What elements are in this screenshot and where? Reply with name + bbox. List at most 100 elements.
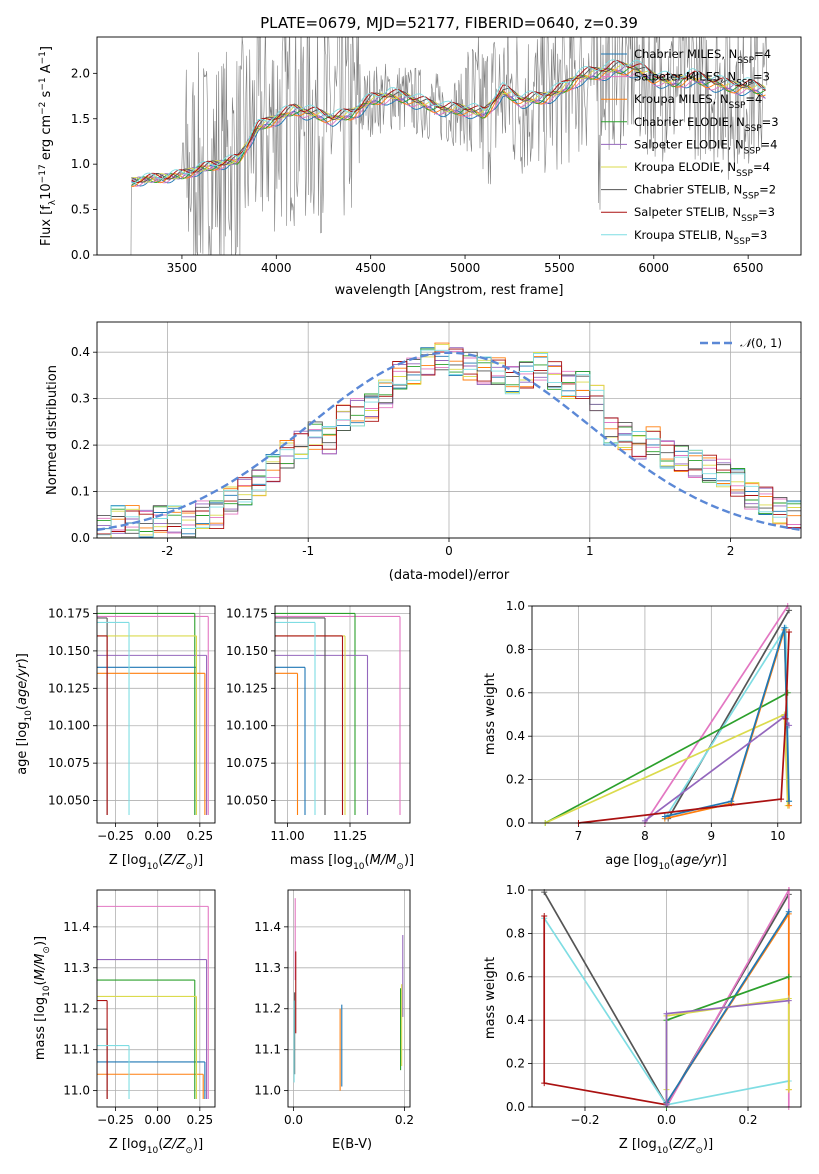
y-tick-label: 10.100 [226, 719, 268, 733]
y-axis-label: age [log10(age/yr)] [15, 653, 34, 775]
x-tick-label: 11.00 [270, 829, 304, 843]
y-tick-label: 11.0 [63, 1084, 90, 1098]
x-tick-label: 6500 [733, 261, 764, 275]
y-tick-label: 11.4 [63, 920, 90, 934]
model-line-salpeter_stelib [131, 59, 766, 183]
weight-line-salpeter_miles [644, 605, 789, 824]
x-axis-label: mass [log10(M/M⊙)] [290, 853, 414, 872]
plot-area [542, 603, 793, 826]
weight-point-chabrier_miles [728, 798, 735, 805]
y-tick-label: 10.175 [48, 606, 90, 620]
x-axis-label: (data-model)/error [389, 568, 510, 583]
x-tick-label: 0.00 [144, 1113, 171, 1127]
weight-line-salpeter_elodie [665, 999, 789, 1105]
y-tick-label: 11.2 [63, 1002, 90, 1016]
axes-frame [96, 321, 802, 539]
y-tick-label: 11.1 [63, 1043, 90, 1057]
legend: Chabrier MILES, NSSP=4 Salpeter MILES, NS… [601, 47, 779, 247]
y-tick-label: 0.1 [71, 485, 90, 499]
axes-frame [96, 36, 802, 256]
x-axis-label: Z [log10(Z/Z⊙)] [619, 1137, 713, 1156]
weight-line-chabrier_elodie [665, 975, 790, 1107]
weight-point-chabrier_miles [785, 908, 792, 915]
x-tick-label: 1 [586, 544, 594, 558]
legend-label: Chabrier MILES, NSSP=4 [634, 47, 771, 66]
legend-label: Kroupa ELODIE, NSSP=4 [634, 160, 770, 179]
y-tick-label: 0.0 [506, 1100, 525, 1114]
x-tick-label: 6000 [639, 261, 670, 275]
plot-area [275, 612, 401, 815]
weight-point-chabrier_miles [661, 813, 668, 820]
weight-point-salpeter_elodie [663, 1010, 670, 1017]
legend-label-normal: 𝒩(0, 1) [740, 336, 782, 350]
age-vs-Z-axes: −0.25 0.00 0.25 10.050 10.075 10.100 10.125 10.… [48, 605, 216, 843]
x-tick-label: 0.25 [186, 829, 213, 843]
y-axis-label: Flux [fλ10−17 erg cm−2 s−1 A−1] [38, 46, 58, 246]
figure-title: PLATE=0679, MJD=52177, FIBERID=0640, z=0… [260, 14, 638, 32]
y-tick-label: 10.075 [226, 756, 268, 770]
legend-label: Kroupa STELIB, NSSP=3 [634, 228, 767, 247]
plot-area [293, 898, 404, 1091]
weight-point-kroupa_elodie [785, 1086, 792, 1093]
model-line-kroupa_stelib [131, 59, 766, 184]
weight-point-chabrier_stelib [786, 607, 793, 614]
model-line-kroupa_elodie [131, 62, 766, 183]
y-tick-label: 0.6 [506, 970, 525, 984]
axes-frame [274, 605, 411, 824]
y-tick-label: 10.125 [226, 681, 268, 695]
age-vs-mass-axes: 11.00 11.25 10.050 10.075 10.100 10.125 10.150… [226, 605, 411, 843]
y-tick-label: 11.3 [63, 961, 90, 975]
x-tick-label: 2 [727, 544, 735, 558]
y-tick-label: 0.0 [71, 248, 90, 262]
x-tick-label: 0.0 [657, 1113, 676, 1127]
y-tick-label: 10.050 [48, 794, 90, 808]
weight-point-salpeter_elodie [786, 722, 793, 729]
legend-label: Salpeter MILES, NSSP=3 [634, 70, 770, 89]
x-tick-label: 4500 [355, 261, 386, 275]
y-tick-label: 11.0 [254, 1084, 281, 1098]
mass-vs-Z-axes: −0.25 0.00 0.25 11.0 11.1 11.2 11.3 11.4 [63, 889, 216, 1127]
y-axis-label: mass weight [483, 673, 498, 755]
x-tick-label: −0.25 [97, 1113, 134, 1127]
y-tick-label: 0.4 [506, 729, 525, 743]
weight-line-chabrier_stelib [667, 609, 790, 820]
axes-frame [287, 889, 411, 1108]
x-tick-label: 4000 [261, 261, 292, 275]
plot-area [541, 886, 792, 1110]
y-axis-label: mass weight [483, 957, 498, 1039]
axes-frame [96, 605, 216, 824]
x-tick-label: −0.2 [570, 1113, 599, 1127]
y-tick-label: 1.0 [71, 157, 90, 171]
model-line-chabrier_miles [131, 70, 766, 187]
y-tick-label: 11.1 [254, 1043, 281, 1057]
y-tick-label: 1.0 [506, 883, 525, 897]
y-tick-label: 0.8 [506, 642, 525, 656]
weight-point-salpeter_elodie [785, 997, 792, 1004]
weight-line-chabrier_elodie [544, 692, 789, 824]
x-tick-label: 9 [708, 829, 716, 843]
plot-area [97, 905, 209, 1099]
y-tick-label: 10.125 [48, 681, 90, 695]
x-tick-label: −0.25 [97, 829, 134, 843]
y-tick-label: 10.175 [226, 606, 268, 620]
y-tick-label: 2.0 [71, 66, 90, 80]
x-tick-label: 11.25 [333, 829, 367, 843]
y-tick-label: 0.0 [506, 816, 525, 830]
weight-line-kroupa_elodie [544, 713, 789, 824]
y-axis-label: mass [log10(M/M⊙)] [33, 936, 52, 1060]
plot-area [97, 612, 209, 815]
weight-point-salpeter_stelib [782, 715, 789, 722]
y-tick-label: 11.4 [254, 920, 281, 934]
weight-point-salpeter_stelib [541, 1080, 548, 1087]
x-tick-label: 3500 [167, 261, 198, 275]
y-tick-label: 10.050 [226, 794, 268, 808]
x-tick-label: 8 [641, 829, 649, 843]
axes-frame [531, 605, 802, 824]
x-tick-label: -1 [302, 544, 314, 558]
x-tick-label: 0 [445, 544, 453, 558]
x-tick-label: 7 [575, 829, 583, 843]
y-tick-label: 0.4 [71, 345, 90, 359]
y-tick-label: 10.100 [48, 719, 90, 733]
plot-area [97, 342, 801, 538]
